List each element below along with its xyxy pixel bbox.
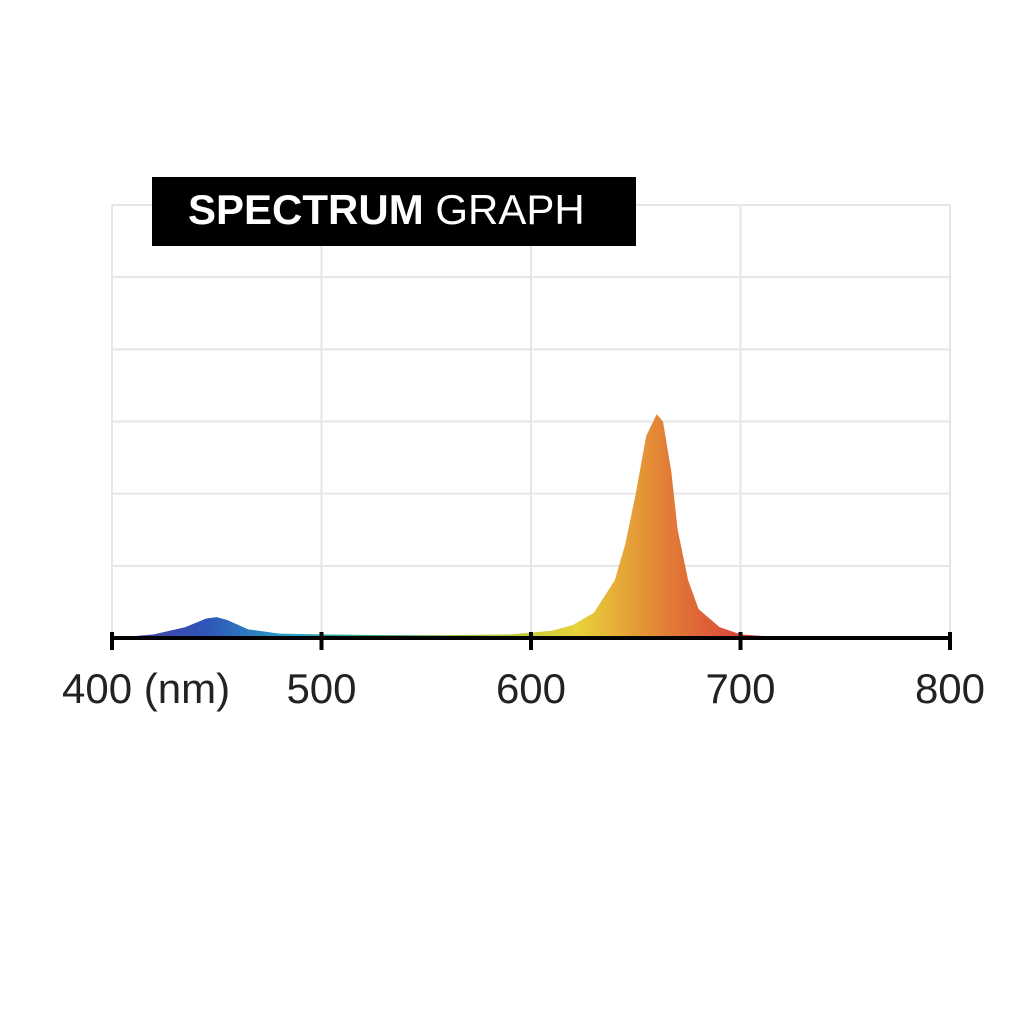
title-regular: GRAPH	[435, 186, 584, 233]
x-tick-label: 500	[286, 665, 356, 712]
chart-title: SPECTRUM GRAPH	[188, 186, 585, 233]
x-tick-label: 800	[915, 665, 985, 712]
x-tick-label: 600	[496, 665, 566, 712]
title-box	[152, 177, 636, 246]
x-tick-label: 700	[705, 665, 775, 712]
title-bold: SPECTRUM	[188, 186, 424, 233]
x-tick-label: 400 (nm)	[62, 665, 230, 712]
